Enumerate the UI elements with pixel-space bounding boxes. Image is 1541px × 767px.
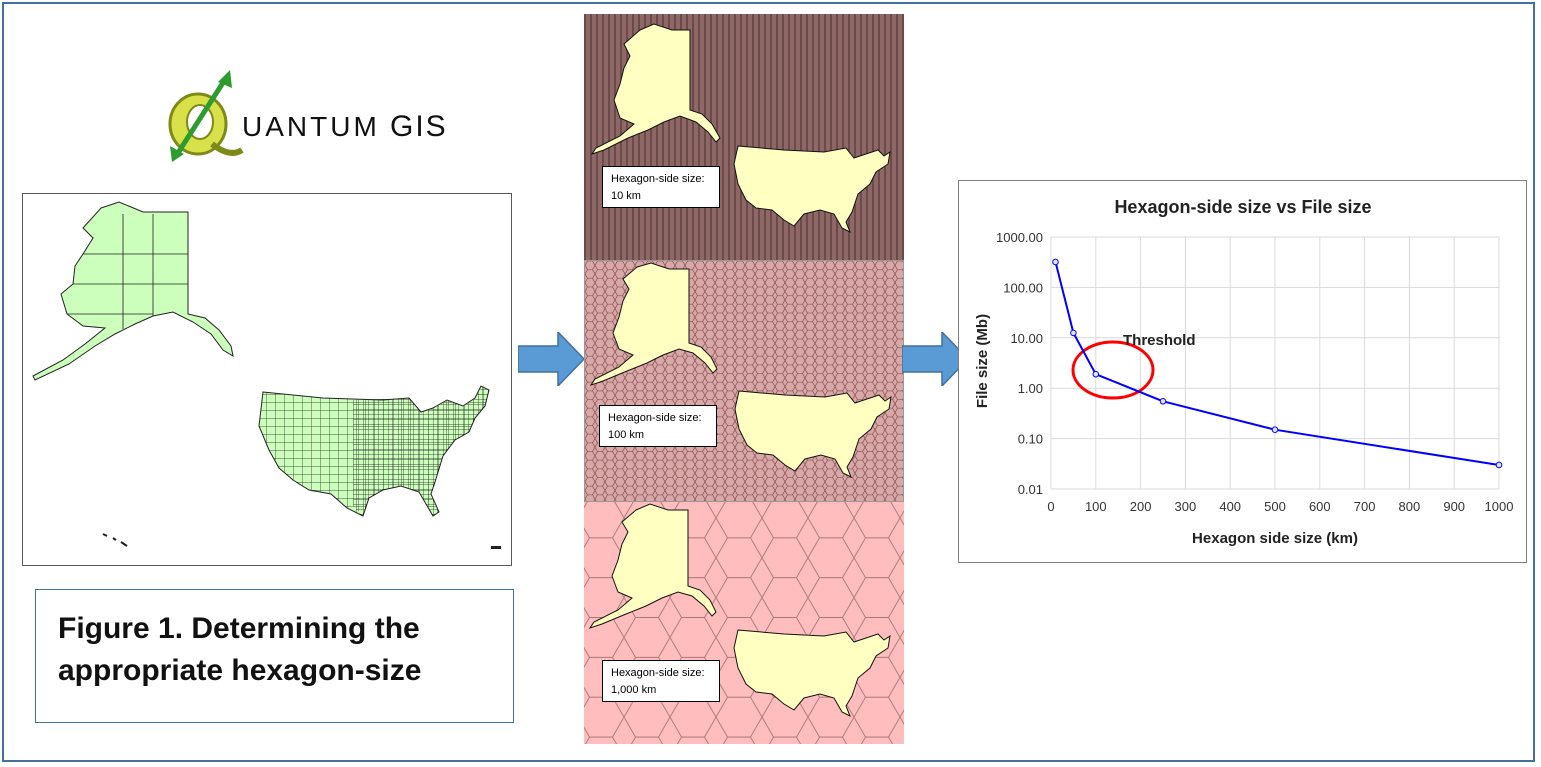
- hex-size-label-title: Hexagon-side size:: [611, 667, 705, 679]
- chart-title: Hexagon-side size vs File size: [1114, 197, 1371, 217]
- y-tick-label: 1000.00: [996, 230, 1043, 245]
- data-point: [1052, 258, 1059, 266]
- county-map-svg: [32, 201, 501, 549]
- x-tick-label: 100: [1085, 499, 1107, 514]
- y-tick-label: 1.00: [1018, 381, 1043, 396]
- hex-panel-10km-svg: [584, 14, 904, 260]
- hex-panel-10km: Hexagon-side size: 10 km: [584, 14, 904, 260]
- conus-shape: [733, 145, 891, 234]
- x-tick-label: 1000: [1485, 499, 1514, 514]
- y-axis-label: File size (Mb): [974, 314, 991, 408]
- x-tick-label: 200: [1130, 499, 1152, 514]
- hex-panel-100km-svg: [585, 261, 903, 501]
- file-size-chart-svg: Hexagon-side size vs File size 0 100 200 30…: [974, 197, 1514, 547]
- y-tick-label: 0.10: [1018, 432, 1043, 447]
- arrow-right-icon: [518, 332, 584, 386]
- qgis-logo: UANTUM GIS: [160, 66, 480, 162]
- hex-size-label-value: 100 km: [608, 429, 645, 441]
- hex-size-label-value: 1,000 km: [611, 684, 657, 696]
- hex-size-label-title: Hexagon-side size:: [611, 173, 705, 185]
- hex-size-label: Hexagon-side size: 10 km: [602, 166, 720, 208]
- hex-size-label-value: 10 km: [611, 190, 641, 202]
- data-point: [1271, 426, 1279, 434]
- x-tick-label: 900: [1443, 499, 1465, 514]
- x-tick-label: 0: [1047, 499, 1054, 514]
- hex-size-label-title: Hexagon-side size:: [608, 412, 702, 424]
- figure-caption: Figure 1. Determining the appropriate he…: [35, 589, 514, 723]
- x-tick-label: 300: [1175, 499, 1197, 514]
- alaska-shape: [588, 503, 717, 629]
- x-tick-label: 800: [1399, 499, 1421, 514]
- conus-shape: [734, 390, 892, 479]
- alaska-shape: [589, 262, 718, 386]
- caption-line-2: appropriate hexagon-size: [58, 654, 422, 687]
- series-line: [1054, 261, 1500, 466]
- threshold-circle: [1071, 340, 1155, 400]
- hex-panel-1000km-svg: [584, 502, 904, 744]
- x-tick-label: 700: [1354, 499, 1376, 514]
- x-tick-label: 600: [1309, 499, 1331, 514]
- data-point: [1159, 397, 1167, 405]
- qgis-logo-mark: UANTUM GIS: [168, 70, 448, 162]
- y-tick-label: 10.00: [1010, 331, 1043, 346]
- county-map: [22, 193, 512, 566]
- hex-size-label: Hexagon-side size: 1,000 km: [602, 660, 720, 702]
- y-tick-label: 100.00: [1003, 280, 1043, 295]
- data-point: [1092, 370, 1100, 378]
- hex-size-label: Hexagon-side size: 100 km: [599, 405, 717, 447]
- x-tick-label: 500: [1264, 499, 1286, 514]
- logo-text-right: GIS: [390, 110, 448, 143]
- threshold-annotation: Threshold: [1123, 332, 1196, 349]
- logo-text-left: UANTUM: [242, 111, 380, 142]
- hex-panel-100km: Hexagon-side size: 100 km: [584, 260, 904, 502]
- y-tick-label: 0.01: [1018, 482, 1043, 497]
- data-point: [1495, 461, 1503, 469]
- conus-shape: [733, 629, 891, 718]
- file-size-chart: Hexagon-side size vs File size 0 100 200 30…: [958, 180, 1527, 563]
- alaska-shape: [32, 201, 234, 381]
- x-axis-label: Hexagon side size (km): [1192, 530, 1358, 547]
- caption-line-1: Figure 1. Determining the: [58, 612, 420, 645]
- arrow-right-icon: [902, 332, 968, 386]
- hex-panel-1000km: Hexagon-side size: 1,000 km: [584, 502, 904, 744]
- x-tick-label: 400: [1219, 499, 1241, 514]
- data-point: [1070, 329, 1077, 337]
- alaska-shape: [590, 23, 721, 155]
